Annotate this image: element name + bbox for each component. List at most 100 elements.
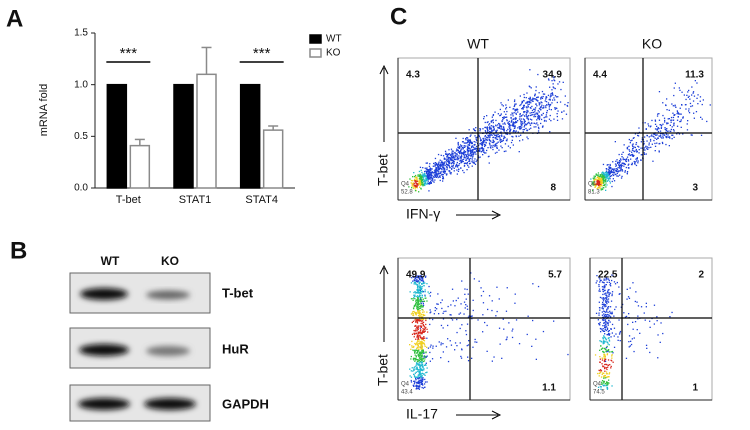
event-dot [603, 172, 605, 174]
event-dot [605, 168, 607, 170]
event-dot [519, 125, 522, 128]
event-dot [410, 358, 412, 360]
event-dot [420, 320, 422, 322]
event-dot [674, 104, 676, 106]
event-dot [646, 134, 648, 137]
event-dot [511, 330, 513, 332]
event-dot [420, 368, 422, 371]
event-dot [464, 152, 466, 154]
event-dot [442, 176, 444, 178]
event-dot [423, 360, 426, 362]
event-dot [644, 136, 646, 138]
event-dot [512, 115, 514, 117]
event-dot [534, 108, 536, 110]
event-dot [593, 175, 595, 177]
event-dot [514, 302, 516, 304]
event-dot [468, 147, 470, 149]
event-dot [461, 141, 464, 143]
event-dot [416, 382, 418, 384]
event-dot [422, 279, 424, 281]
event-dot [597, 179, 599, 182]
event-dot [656, 138, 658, 140]
event-dot [598, 187, 600, 189]
event-dot [457, 166, 459, 168]
event-dot [458, 155, 460, 157]
event-dot [499, 125, 501, 127]
event-dot [414, 319, 416, 321]
event-dot [638, 152, 640, 154]
event-dot [423, 300, 425, 302]
event-dot [466, 323, 469, 325]
event-dot [606, 301, 608, 303]
event-dot [417, 334, 419, 336]
event-dot [488, 162, 490, 164]
event-dot [604, 360, 607, 362]
event-dot [431, 175, 433, 177]
event-dot [606, 381, 608, 383]
event-dot [545, 101, 548, 103]
event-dot [638, 127, 640, 129]
event-dot [412, 314, 414, 316]
event-dot [422, 291, 425, 293]
event-dot [434, 162, 436, 164]
event-dot [625, 166, 627, 169]
event-dot [607, 179, 609, 181]
event-dot [417, 346, 420, 348]
event-dot [452, 160, 455, 162]
event-dot [410, 298, 413, 300]
event-dot [646, 146, 649, 148]
event-dot [519, 95, 521, 97]
event-dot [484, 144, 487, 146]
event-dot [650, 135, 652, 137]
event-dot [653, 139, 655, 142]
event-dot [513, 127, 516, 129]
event-dot [534, 95, 536, 97]
event-dot [481, 145, 483, 147]
event-dot [616, 175, 618, 177]
event-dot [613, 335, 615, 337]
event-dot [412, 307, 415, 309]
event-dot [427, 331, 429, 333]
event-dot [419, 291, 422, 293]
event-dot [628, 335, 631, 337]
event-dot [413, 310, 415, 313]
event-dot [615, 173, 617, 175]
event-dot [598, 180, 600, 182]
event-dot [424, 295, 426, 297]
event-dot [412, 176, 414, 178]
event-dot [651, 143, 653, 145]
event-dot [509, 127, 511, 130]
event-dot [640, 306, 643, 308]
event-dot [441, 163, 444, 165]
event-dot [450, 314, 452, 316]
event-dot [439, 165, 442, 167]
event-dot [532, 100, 534, 102]
event-dot [600, 189, 602, 191]
event-dot [420, 348, 423, 350]
event-dot [501, 147, 503, 149]
event-dot [520, 118, 522, 120]
event-dot [548, 104, 550, 106]
event-dot [601, 174, 603, 176]
event-dot [617, 175, 619, 177]
event-dot [418, 382, 420, 384]
event-dot [696, 82, 698, 84]
event-dot [530, 127, 532, 129]
event-dot [605, 376, 608, 378]
event-dot [601, 176, 604, 178]
event-dot [446, 156, 448, 158]
event-dot [606, 353, 609, 355]
event-dot [486, 127, 488, 129]
event-dot [540, 101, 542, 103]
panel-label: B [10, 237, 27, 264]
event-dot [412, 187, 415, 189]
event-dot [653, 136, 655, 138]
event-dot [497, 124, 499, 126]
event-dot [415, 185, 417, 187]
event-dot [629, 150, 631, 152]
event-dot [446, 156, 449, 158]
event-dot [514, 122, 517, 124]
event-dot [599, 176, 601, 178]
event-dot [495, 143, 497, 145]
event-dot [442, 318, 445, 320]
